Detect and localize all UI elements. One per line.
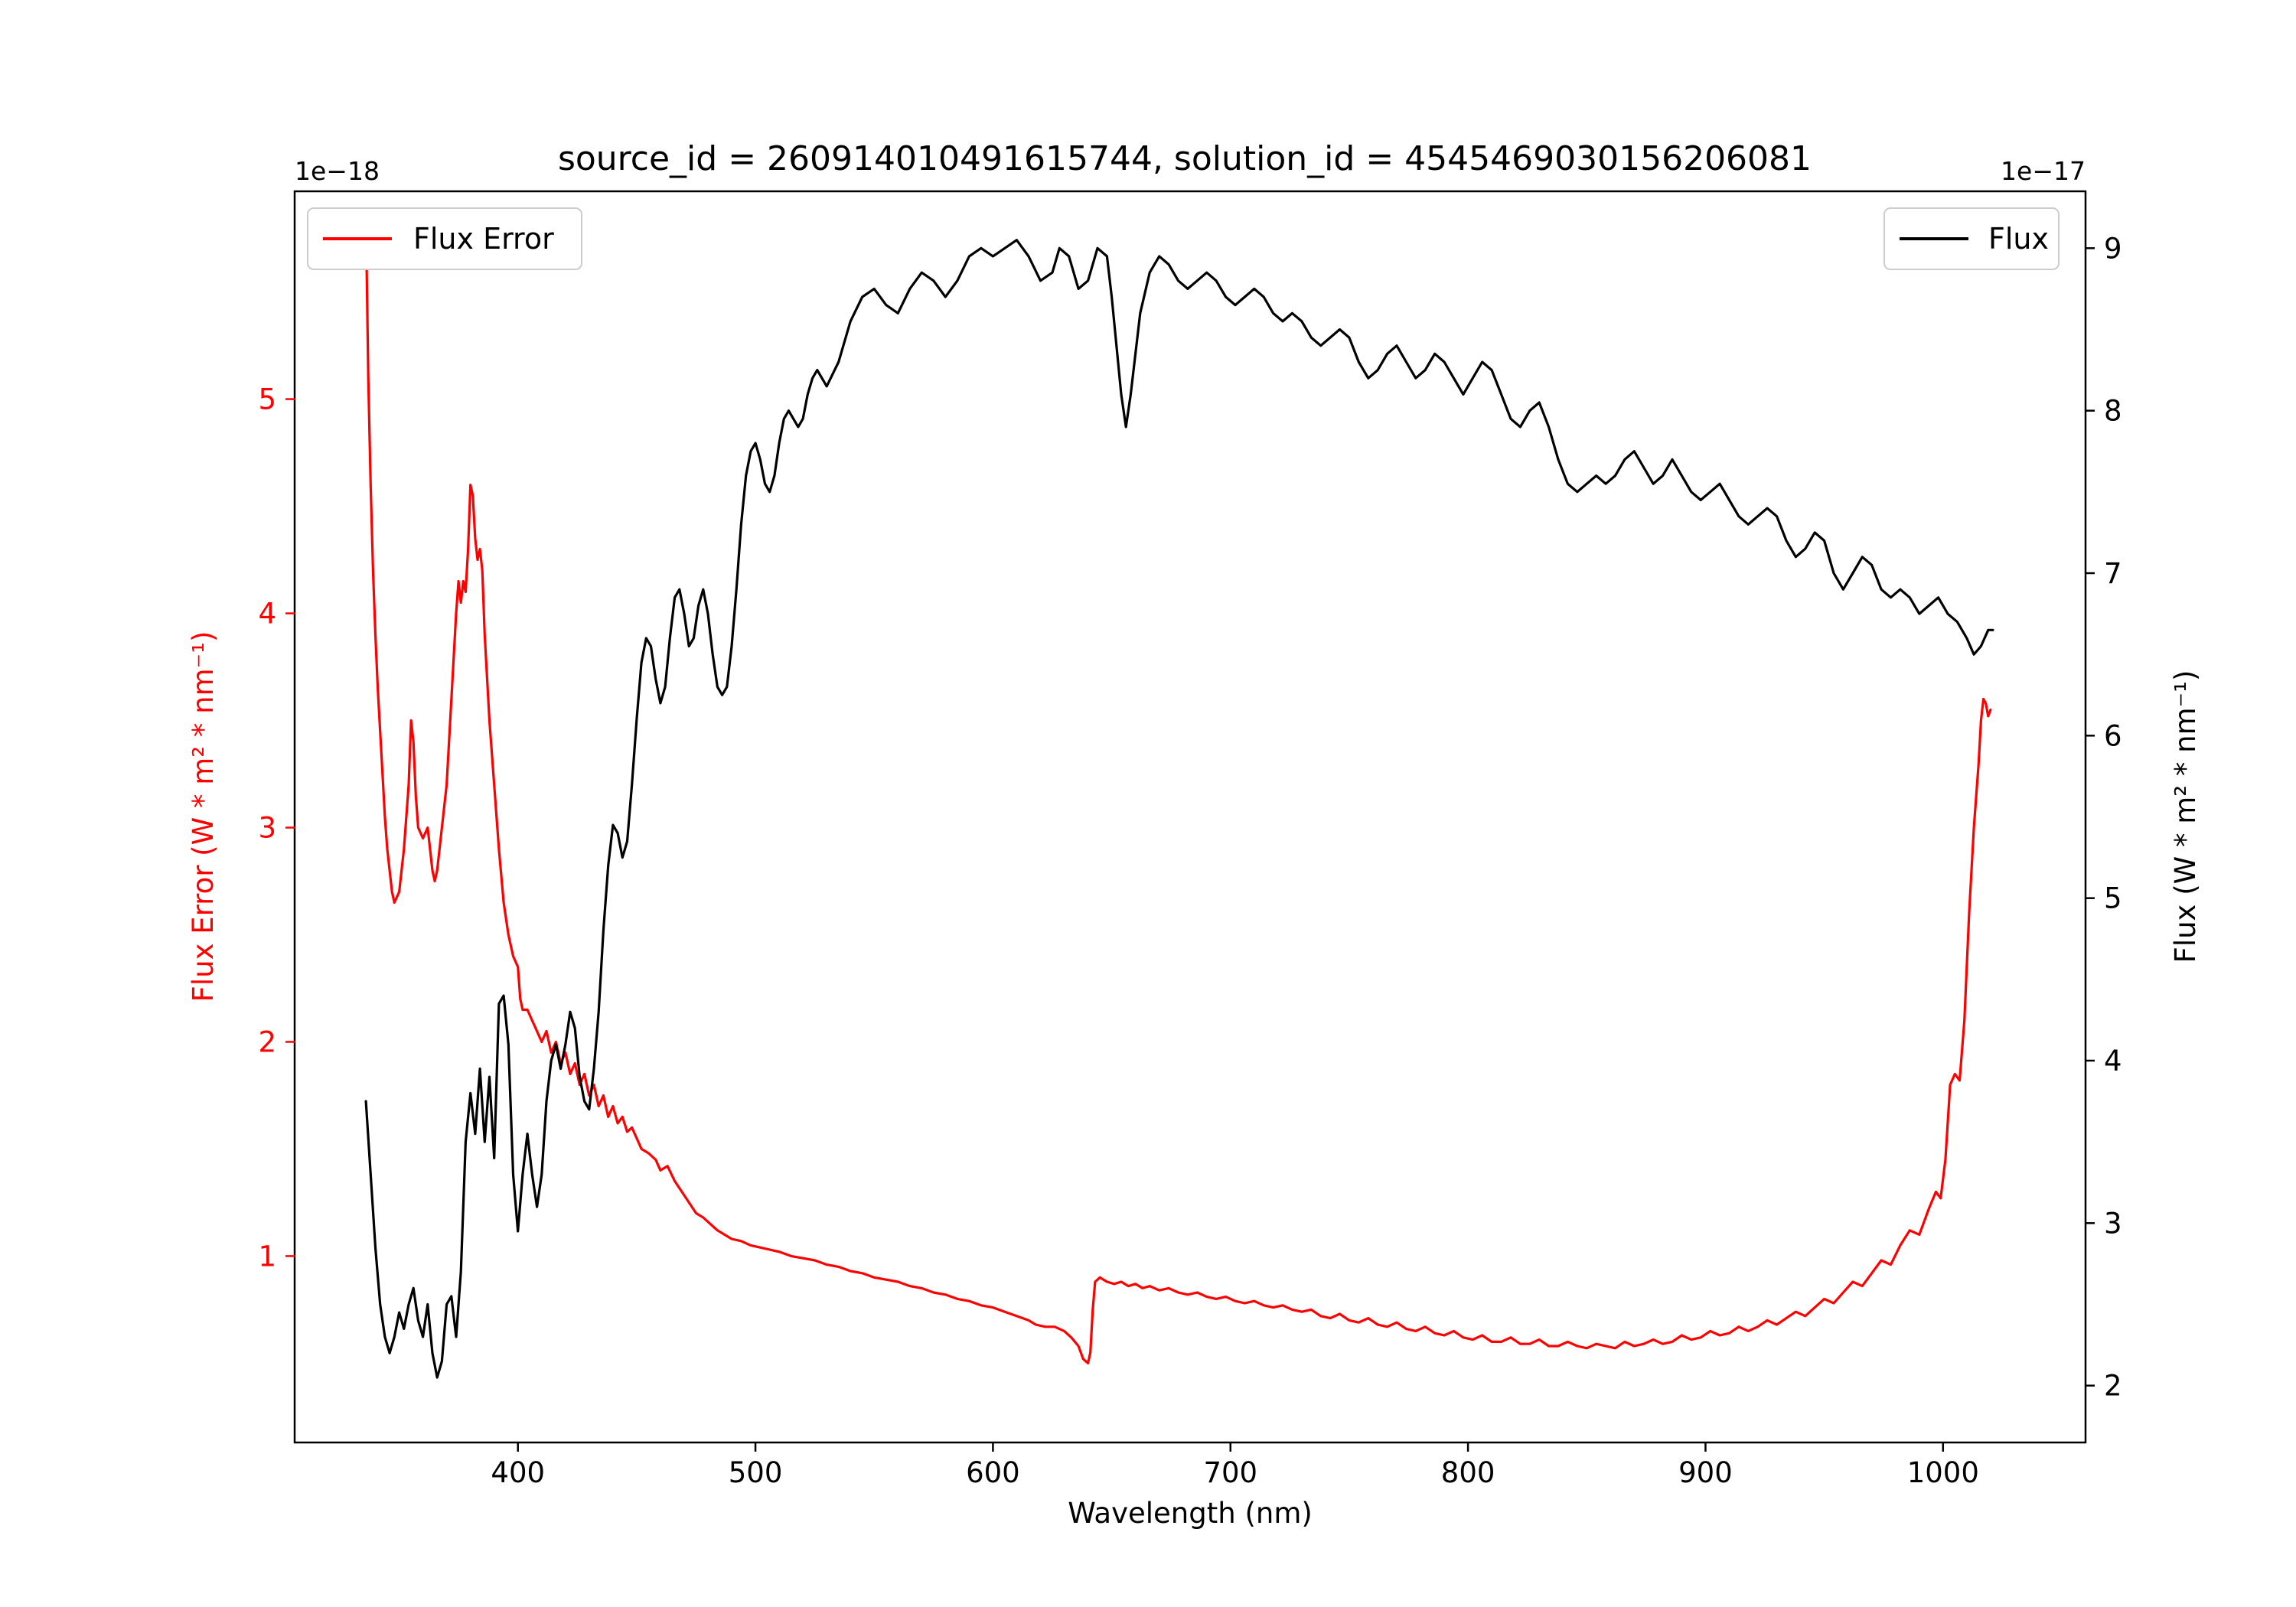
x-tick-label: 500 — [729, 1456, 783, 1489]
left-y-tick-label: 5 — [258, 383, 276, 416]
series-line-flux — [364, 239, 1994, 1379]
left-axis-offset-label: 1e−18 — [295, 156, 380, 186]
legend-flux-error: Flux Error — [307, 207, 582, 270]
right-y-tick-label: 3 — [2104, 1207, 2122, 1240]
right-y-tick-label: 6 — [2104, 719, 2122, 752]
x-tick-label: 1000 — [1907, 1456, 1979, 1489]
left-y-tick-label: 4 — [258, 598, 276, 631]
legend-flux-box — [1883, 207, 2060, 270]
data-lines — [364, 216, 1994, 1379]
legend-flux-error-label: Flux Error — [413, 222, 554, 256]
right-y-tick-label: 7 — [2104, 557, 2122, 590]
right-y-tick-label: 2 — [2104, 1370, 2122, 1403]
series-line-flux-error — [364, 216, 1992, 1365]
right-axis-offset-label: 1e−17 — [2001, 156, 2086, 186]
right-y-tick-label: 8 — [2104, 395, 2122, 428]
right-y-tick-label: 9 — [2104, 232, 2122, 265]
right-y-tick-label: 5 — [2104, 882, 2122, 915]
left-y-tick-label: 2 — [258, 1025, 276, 1058]
left-y-axis-label: Flux Error (W * m² * nm⁻¹) — [187, 631, 220, 1002]
plot-frame — [293, 190, 2087, 1444]
x-tick-label: 800 — [1441, 1456, 1495, 1489]
left-y-tick-label: 3 — [258, 811, 276, 844]
x-tick-label: 900 — [1678, 1456, 1733, 1489]
legend-flux-label: Flux — [1988, 222, 2049, 256]
chart-title: source_id = 260914010491615744, solution… — [558, 139, 1812, 178]
x-tick-label: 400 — [491, 1456, 545, 1489]
right-y-tick-label: 4 — [2104, 1045, 2122, 1077]
x-tick-label: 700 — [1203, 1456, 1257, 1489]
right-y-axis-label: Flux (W * m² * nm⁻¹) — [2169, 670, 2202, 963]
axis-ticks: 400 500 600 700 800 900 1000 1 2 3 4 5 2 3 4 5 6 7 8 9 — [258, 232, 2122, 1489]
x-axis-label: Wavelength (nm) — [1068, 1497, 1313, 1530]
legend-flux: Flux — [1883, 207, 2060, 270]
left-y-tick-label: 1 — [258, 1240, 276, 1273]
x-tick-label: 600 — [966, 1456, 1020, 1489]
legend-flux-error-box — [307, 207, 582, 270]
